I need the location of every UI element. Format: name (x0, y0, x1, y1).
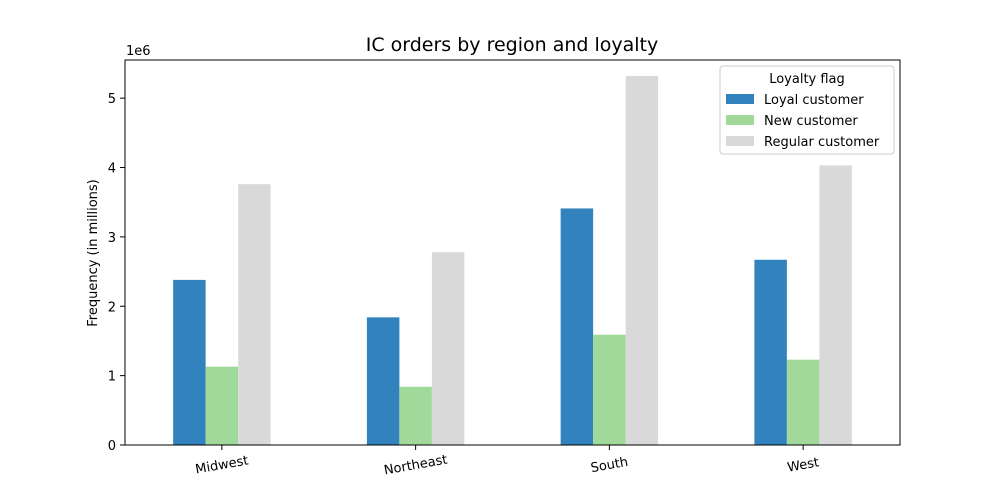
x-tick-label: Midwest (194, 453, 249, 477)
x-axis: Midwest Northeast South West (194, 445, 820, 478)
y-tick-label: 4 (108, 162, 116, 177)
bar-midwest-loyal-customer (173, 279, 206, 445)
bar-northeast-regular-customer (431, 252, 465, 445)
bar-south-regular-customer (625, 75, 659, 445)
bar-west-loyal-customer (754, 259, 787, 445)
y-tick-label: 3 (108, 231, 116, 246)
chart-title: IC orders by region and loyalty (366, 34, 659, 56)
legend-label-loyal-customer: Loyal customer (764, 93, 864, 108)
bar-northeast-loyal-customer (366, 317, 400, 445)
bar-west-regular-customer (819, 165, 852, 445)
y-axis-offset-label: 1e6 (126, 44, 151, 59)
y-tick-label: 0 (108, 439, 116, 454)
bar-midwest-regular-customer (238, 184, 271, 446)
legend-label-new-customer: New customer (764, 114, 858, 129)
legend-swatch-loyal-customer (726, 94, 754, 104)
bar-south-new-customer (593, 334, 626, 445)
y-tick-label: 1 (108, 370, 116, 385)
plot-frame (124, 59, 901, 446)
y-axis: 0 1 2 3 4 5 (108, 92, 125, 454)
legend-title: Loyalty flag (769, 72, 845, 87)
legend: Loyalty flag Loyal customer New customer Re… (719, 65, 895, 155)
y-tick-label: 5 (108, 92, 116, 107)
legend-swatch-new-customer (726, 115, 754, 125)
bars-group (173, 75, 852, 446)
legend-swatch-regular-customer (726, 136, 754, 146)
bar-midwest-new-customer (205, 366, 239, 445)
y-tick-label: 2 (108, 300, 116, 315)
x-tick-label: West (786, 455, 820, 475)
legend-frame (719, 65, 895, 155)
x-tick-label: Northeast (383, 453, 449, 479)
legend-label-regular-customer: Regular customer (764, 135, 880, 150)
bar-west-new-customer (786, 359, 820, 445)
bar-northeast-new-customer (399, 386, 432, 445)
x-tick-label: South (590, 455, 630, 476)
bar-south-loyal-customer (560, 208, 594, 445)
y-axis-label: Frequency (in millions) (86, 179, 101, 327)
